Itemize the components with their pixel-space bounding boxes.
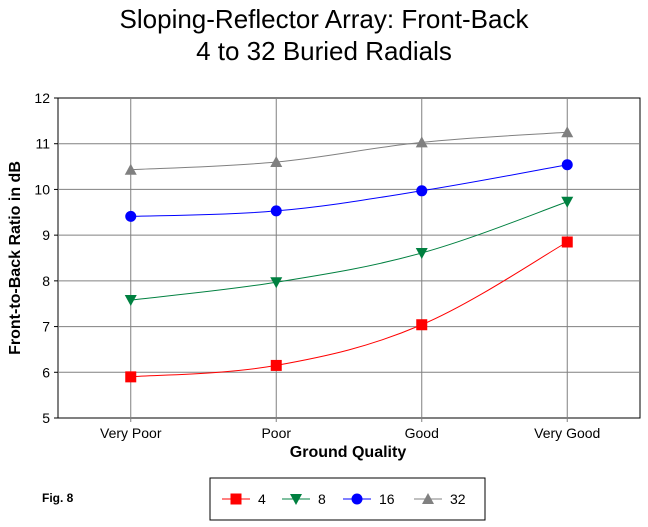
y-tick-label: 6 [42, 364, 50, 380]
data-point-series-16 [125, 210, 137, 222]
data-point-series-4 [416, 319, 428, 331]
y-tick-label: 12 [34, 90, 50, 106]
data-point-series-8 [124, 295, 137, 307]
series-line-32 [130, 131, 568, 171]
legend-marker-16 [351, 493, 363, 505]
data-point-series-4 [125, 371, 137, 383]
series-line-8 [130, 201, 568, 301]
legend-marker-4 [230, 493, 242, 505]
series-line-16 [130, 164, 568, 217]
y-tick-label: 7 [42, 319, 50, 335]
x-axis-label: Ground Quality [290, 444, 407, 461]
y-tick-label: 11 [35, 136, 50, 152]
data-point-series-32 [561, 126, 574, 138]
data-point-series-32 [270, 156, 283, 167]
y-axis-label: Front-to-Back Ratio in dB [7, 161, 24, 355]
y-tick-label: 8 [42, 273, 50, 289]
series-group [124, 126, 574, 383]
y-tick-label: 9 [42, 227, 50, 243]
legend-marker-8 [290, 494, 302, 505]
data-point-series-4 [270, 359, 282, 371]
figure-label: Fig. 8 [42, 491, 74, 505]
data-point-series-16 [416, 185, 428, 197]
y-tick-label: 5 [42, 410, 50, 426]
legend-label-32: 32 [450, 491, 466, 507]
x-tick-label: Very Good [534, 425, 600, 441]
legend-label-4: 4 [258, 491, 266, 507]
data-point-series-16 [270, 205, 282, 217]
data-point-series-32 [124, 163, 137, 175]
chart-title-line-1: Sloping-Reflector Array: Front-Back [120, 4, 530, 34]
data-point-series-32 [415, 136, 428, 148]
legend: 4 8 16 32 [222, 491, 466, 507]
data-point-series-8 [270, 277, 283, 289]
legend-label-8: 8 [318, 491, 326, 507]
grid [58, 98, 640, 422]
data-point-series-4 [561, 236, 573, 248]
legend-marker-32 [422, 493, 434, 504]
y-tick-label: 10 [34, 181, 50, 197]
plot-area [57, 97, 641, 419]
x-tick-label: Poor [261, 425, 291, 441]
legend-label-16: 16 [379, 491, 395, 507]
data-point-series-16 [561, 159, 573, 171]
data-point-series-8 [415, 247, 428, 259]
series-line-4 [130, 241, 568, 378]
x-tick-label: Good [405, 425, 439, 441]
data-point-series-8 [561, 196, 574, 208]
chart-title-line-2: 4 to 32 Buried Radials [196, 36, 452, 66]
x-tick-label: Very Poor [100, 425, 162, 441]
y-axis-ticks: 5 6 7 8 9 10 11 12 [34, 90, 58, 426]
x-axis-ticks: Very Poor Poor Good Very Good [100, 425, 600, 441]
